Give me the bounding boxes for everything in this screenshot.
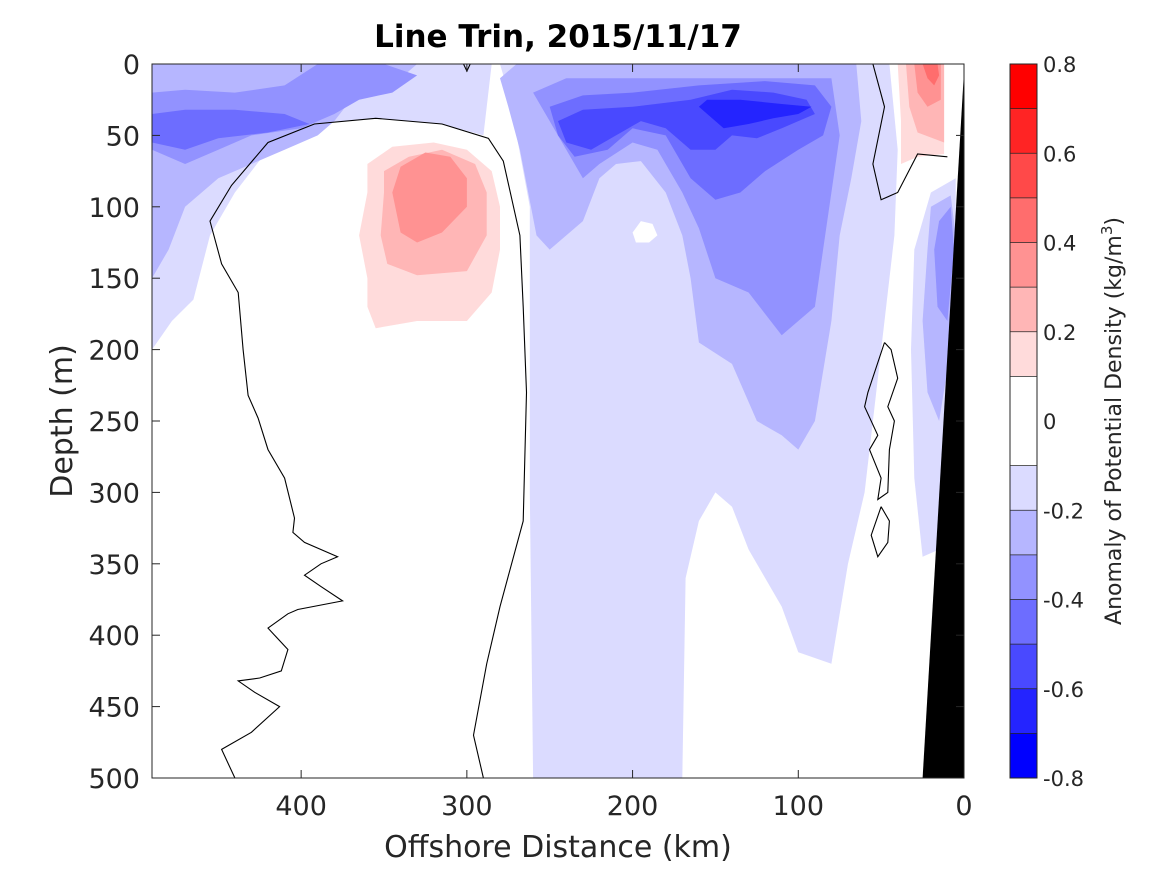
colorbar-segment [1010,153,1037,198]
y-tick-label: 350 [88,550,140,581]
colorbar-segment [1010,554,1037,600]
colorbar-label: Anomaly of Potential Density (kg/m3) [1098,217,1127,625]
x-tick-label: 400 [275,791,327,822]
contour-region-20 [632,221,658,243]
contour-region-12 [698,99,812,129]
colorbar-segment [1010,510,1037,555]
colorbar-tick-label: 0.4 [1043,232,1076,256]
colorbar-segment [1010,376,1037,466]
plot-area [151,63,965,779]
x-tick-label: 0 [955,791,972,822]
colorbar-label-end: ) [1102,217,1127,226]
chart-title: Line Trin, 2015/11/17 [374,19,742,55]
x-axis-label: Offshore Distance (km) [384,830,732,865]
colorbar-tick-label: 0 [1043,410,1056,434]
colorbar-tick-label: -0.2 [1043,499,1084,523]
colorbar-segment [1010,197,1037,243]
contour-region-15 [392,152,467,243]
y-tick-label: 50 [106,121,140,152]
contour-region-9 [152,109,310,150]
y-tick-label: 400 [88,621,140,652]
colorbar-segment [1010,108,1037,154]
y-tick-label: 450 [88,693,140,724]
colorbar-ticks: -0.8 -0.6 -0.4 -0.2 0 0.2 0.4 0.6 0.8 [1043,53,1084,791]
colorbar-segment [1010,688,1037,734]
colorbar-segment [1010,64,1037,109]
x-tick-label: 300 [441,791,493,822]
y-tick-label: 100 [88,193,140,224]
contour-region-19 [922,64,940,86]
y-tick-label: 500 [88,764,140,795]
zero-contour-0 [209,117,528,778]
colorbar-segment [1010,465,1037,511]
colorbar-tick-label: 0.8 [1043,53,1076,77]
colorbar-label-sup: 3 [1098,226,1116,236]
colorbar-segment [1010,644,1037,689]
bathymetry [922,71,964,778]
colorbar-tick-label: -0.4 [1043,589,1084,613]
y-axis: 0 50 100 150 200 250 300 350 400 450 500 [88,50,964,795]
y-tick-label: 150 [88,264,140,295]
colorbar-tick-label: -0.8 [1043,767,1084,791]
zero-contour-3 [864,342,899,501]
colorbar-segment [1010,287,1037,332]
colorbar-segment [1010,242,1037,288]
colorbar-tick-label: 0.6 [1043,142,1076,166]
colorbar-label-main: Anomaly of Potential Density (kg/m [1102,235,1127,625]
colorbar-segment [1010,733,1037,778]
y-tick-label: 250 [88,407,140,438]
zero-contour-2 [872,64,948,201]
contour-region-8 [934,206,955,321]
x-tick-label: 200 [607,791,659,822]
colorbar [1009,63,1038,779]
x-axis: 400 300 200 100 0 [275,64,973,822]
zero-contour-lines [209,64,948,778]
colorbar-tick-label: -0.6 [1043,678,1084,702]
y-tick-label: 0 [123,50,140,81]
colorbar-segment [1010,599,1037,645]
y-tick-label: 300 [88,478,140,509]
seafloor-shape [922,71,964,778]
x-tick-label: 100 [773,791,825,822]
zero-contour-4 [870,506,890,558]
y-axis-label: Depth (m) [45,344,80,498]
colorbar-segment [1010,331,1037,377]
colorbar-frame [1009,63,1038,779]
y-tick-label: 200 [88,336,140,367]
colorbar-tick-label: 0.2 [1043,321,1076,345]
